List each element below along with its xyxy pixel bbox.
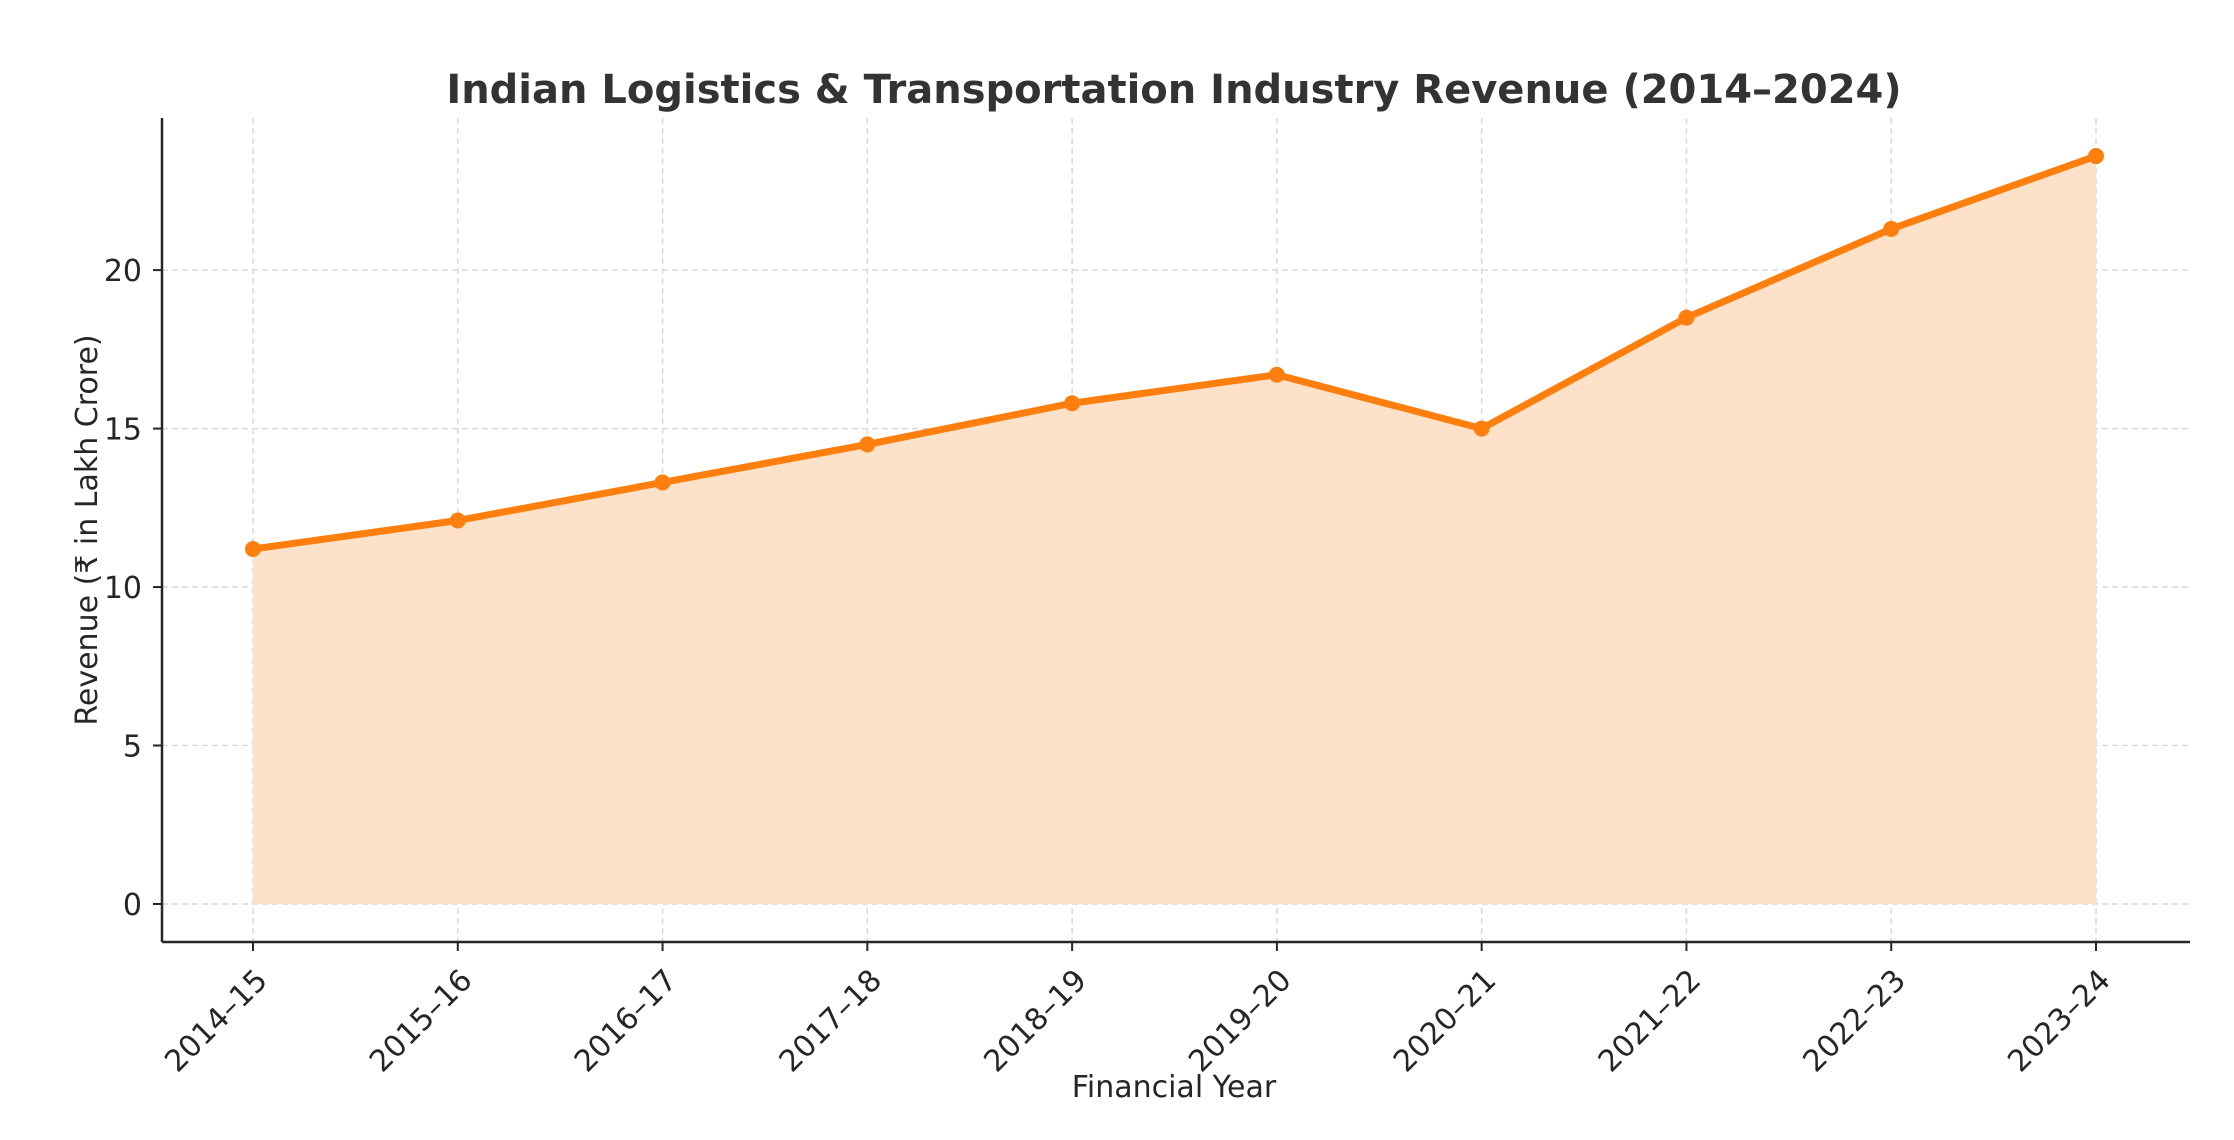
data-point-6 — [1473, 420, 1490, 437]
data-point-8 — [1883, 220, 1900, 237]
x-tick-label-7: 2021–22 — [1592, 963, 1708, 1079]
y-axis-ticks: 0 5 10 15 20 — [104, 254, 162, 923]
data-point-5 — [1268, 366, 1285, 383]
data-point-3 — [859, 436, 876, 453]
x-tick-label-9: 2023–24 — [2001, 963, 2117, 1079]
x-axis-label: Financial Year — [1072, 1070, 1277, 1105]
x-tick-label-0: 2014–15 — [158, 963, 274, 1079]
data-point-9 — [2088, 148, 2104, 165]
x-axis-ticks: 2014–15 2015–16 2016–17 2017–18 2018–19 2019–… — [158, 942, 2118, 1079]
data-point-1 — [449, 512, 466, 529]
x-tick-label-6: 2020–21 — [1387, 963, 1503, 1079]
data-point-4 — [1064, 395, 1081, 412]
data-point-2 — [654, 474, 671, 491]
data-point-0 — [245, 541, 261, 558]
axes — [160, 118, 2190, 944]
y-tick-label-15: 15 — [104, 413, 142, 448]
series-line-revenue — [249, 152, 2100, 553]
x-tick-label-3: 2017–18 — [773, 963, 889, 1079]
y-tick-label-10: 10 — [104, 571, 142, 606]
chart-title: Indian Logistics & Transportation Indust… — [446, 67, 1901, 113]
data-points — [245, 148, 2104, 558]
series-line-layer — [249, 152, 2100, 553]
x-tick-label-1: 2015–16 — [363, 963, 479, 1079]
data-point-7 — [1678, 309, 1695, 326]
area-fill-layer — [253, 156, 2096, 904]
y-axis-label: Revenue (₹ in Lakh Crore) — [70, 334, 105, 725]
area-fill — [253, 156, 2096, 904]
y-tick-label-20: 20 — [104, 254, 142, 289]
y-tick-label-5: 5 — [123, 730, 142, 765]
x-tick-label-8: 2022–23 — [1797, 963, 1913, 1079]
x-tick-label-2: 2016–17 — [568, 963, 684, 1079]
x-tick-label-4: 2018–19 — [977, 963, 1093, 1079]
y-tick-label-0: 0 — [123, 888, 142, 923]
x-tick-label-5: 2019–20 — [1182, 963, 1298, 1079]
